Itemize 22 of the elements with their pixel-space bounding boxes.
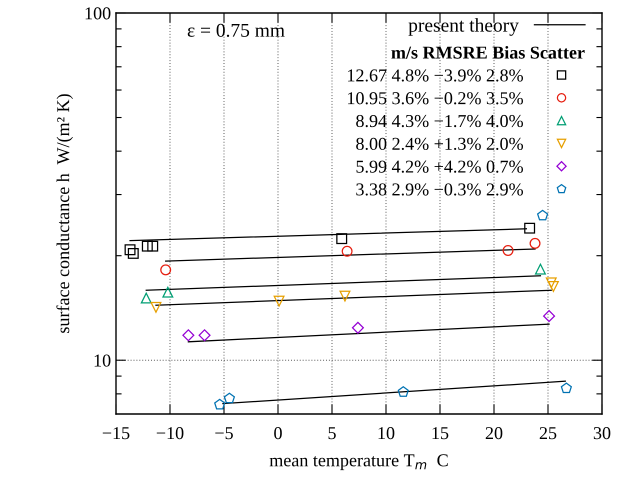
legend-label: 8.94 4.3% −1.7% 4.0% bbox=[356, 114, 523, 128]
annotation: ε = 0.75 mm bbox=[188, 24, 285, 37]
legend-label: present theory bbox=[408, 18, 519, 36]
x-axis-title: mean temperature T$_{m}$ C bbox=[270, 454, 448, 470]
x-tick-label: 25 bbox=[540, 427, 556, 440]
x-tick-label: 30 bbox=[594, 427, 610, 440]
x-tick-label: −10 bbox=[156, 427, 184, 440]
x-tick-label: 20 bbox=[486, 427, 502, 440]
legend-title: m/s RMSRE Bias Scatter bbox=[391, 46, 585, 59]
legend-label: 8.00 2.4% +1.3% 2.0% bbox=[356, 138, 523, 150]
x-tick-label: 0 bbox=[274, 427, 282, 440]
legend-label: 3.38 2.9% −0.3% 2.9% bbox=[356, 183, 523, 196]
x-tick-label: 15 bbox=[432, 427, 448, 440]
legend-label: 5.99 4.2% +4.2% 0.7% bbox=[356, 160, 523, 173]
y-tick-label: 100 bbox=[86, 7, 110, 20]
legend-label: 10.95 3.6% −0.2% 3.5% bbox=[348, 92, 523, 104]
x-tick-label: −5 bbox=[215, 427, 233, 440]
x-tick-label: 5 bbox=[328, 427, 336, 440]
x-tick-label: 10 bbox=[378, 427, 394, 440]
x-tick-label: −15 bbox=[102, 427, 130, 440]
legend-label: 12.67 4.8% −3.9% 2.8% bbox=[348, 69, 523, 82]
y-axis-title: surface conductance h W/(m² K) bbox=[56, 94, 73, 333]
